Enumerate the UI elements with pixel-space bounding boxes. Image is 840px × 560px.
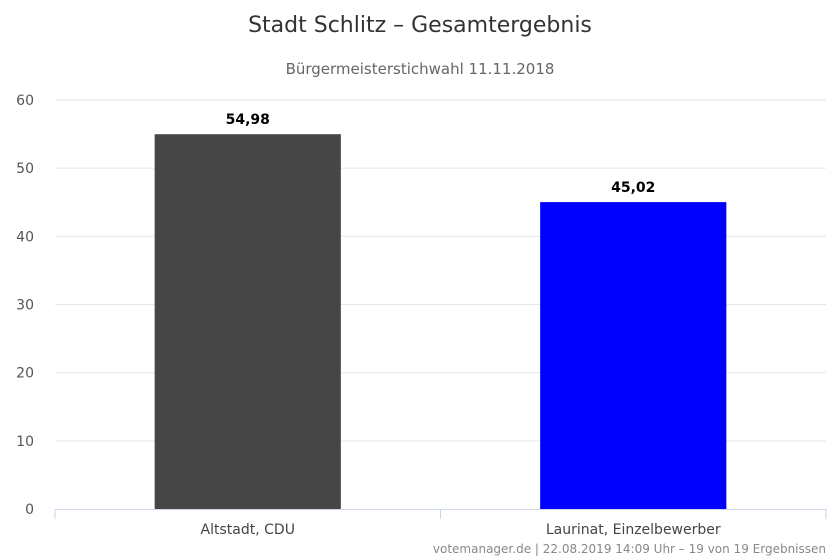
- data-labels: 54,98 45,02: [226, 112, 656, 196]
- chart-title: Stadt Schlitz – Gesamtergebnis: [248, 13, 592, 38]
- bar: [154, 134, 341, 509]
- credits[interactable]: votemanager.de | 22.08.2019 14:09 Uhr – …: [433, 542, 826, 556]
- y-tick-label: 40: [16, 229, 34, 245]
- y-tick-label: 30: [16, 298, 34, 314]
- y-tick-label: 60: [16, 93, 34, 109]
- y-tick-label: 10: [16, 434, 34, 450]
- y-tick-label: 0: [25, 502, 34, 518]
- y-tick-label: 20: [16, 366, 34, 382]
- category-label: Altstadt, CDU: [201, 522, 295, 538]
- data-label: 45,02: [611, 180, 655, 196]
- y-tick-label: 50: [16, 161, 34, 177]
- category-label: Laurinat, Einzelbewerber: [546, 522, 721, 538]
- bars: [154, 134, 727, 510]
- bar: [540, 202, 727, 510]
- y-axis: 0 10 20 30 40 50 60: [16, 93, 34, 518]
- data-label: 54,98: [226, 112, 270, 128]
- chart-subtitle: Bürgermeisterstichwahl 11.11.2018: [286, 60, 555, 78]
- x-axis: Altstadt, CDU Laurinat, Einzelbewerber: [54, 509, 827, 538]
